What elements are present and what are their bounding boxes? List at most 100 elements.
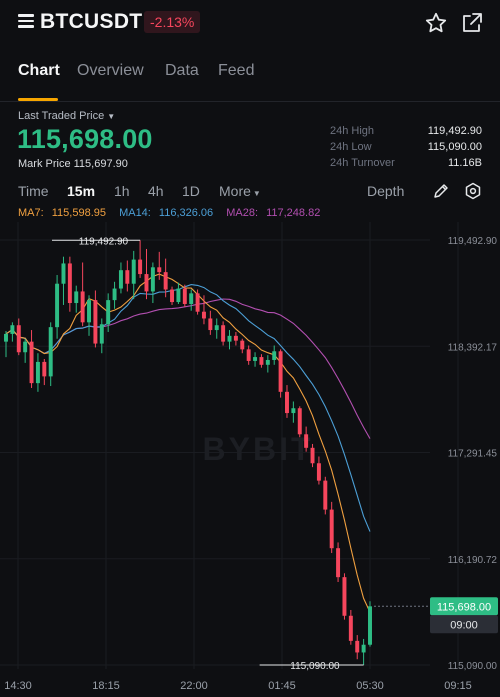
candle <box>131 250 136 300</box>
24h-stats: 24h High 119,492.90 24h Low 115,090.00 2… <box>330 125 482 173</box>
countdown-tag-label: 09:00 <box>450 619 478 631</box>
candle-body <box>208 318 213 331</box>
timeframe-bar: Time 15m 1h 4h 1D More ▼ Depth <box>0 180 500 204</box>
candle <box>87 295 91 336</box>
candle <box>323 476 328 515</box>
last-traded-price-selector[interactable]: Last Traded Price ▼ <box>18 110 115 122</box>
candle-body <box>48 327 53 377</box>
candle-body <box>106 300 111 325</box>
mark-price-label: Mark Price <box>18 158 71 170</box>
caret-down-icon: ▼ <box>252 189 261 198</box>
settings-icon[interactable] <box>464 182 482 200</box>
candle <box>67 256 72 312</box>
candle <box>61 256 66 305</box>
ma28-label: MA28: <box>226 207 259 219</box>
candle-body <box>10 325 15 334</box>
candle-body <box>368 606 372 645</box>
timeframe-4h[interactable]: 4h <box>148 183 164 199</box>
candle-body <box>182 288 187 304</box>
candle-body <box>16 325 21 353</box>
candle-body <box>99 324 104 344</box>
candle-body <box>265 359 270 365</box>
candle-body <box>35 361 40 384</box>
candle <box>265 355 270 373</box>
ma7-label: MA7: <box>18 207 44 219</box>
candle-body <box>118 270 123 289</box>
candle <box>55 275 60 339</box>
candle-body <box>304 434 309 448</box>
tab-overview[interactable]: Overview <box>77 62 144 79</box>
candle-body <box>112 288 117 301</box>
symbol-title[interactable]: BTCUSDT <box>40 10 143 33</box>
active-tab-indicator <box>18 98 58 101</box>
chart-annotations: 119,492.90 115,090.00 115,698.00 09:00 <box>52 236 498 672</box>
tab-chart[interactable]: Chart <box>18 62 60 79</box>
stat-row-turnover: 24h Turnover 11.16B <box>330 157 482 173</box>
x-tick-label: 18:15 <box>92 680 120 692</box>
candle <box>176 282 181 304</box>
stat-row-low: 24h Low 115,090.00 <box>330 141 482 157</box>
countdown-tag <box>430 615 498 634</box>
timeframe-time[interactable]: Time <box>18 183 49 199</box>
y-tick-label: 117,291.45 <box>448 449 498 460</box>
candle-body <box>278 351 283 392</box>
candle-body <box>23 341 28 353</box>
candle-body <box>233 335 238 341</box>
chart-grid <box>0 222 459 669</box>
section-tabs: Chart Overview Data Feed <box>0 58 500 102</box>
ma-legend: MA7: 115,598.95 MA14: 116,326.06 MA28: 1… <box>18 207 330 219</box>
timeframe-1h[interactable]: 1h <box>114 183 130 199</box>
candle-body <box>259 357 264 365</box>
menu-icon[interactable] <box>18 14 34 28</box>
candle-body <box>93 300 98 344</box>
candle <box>106 293 111 332</box>
candle <box>278 349 283 398</box>
candle-body <box>348 615 353 641</box>
candle-body <box>125 270 130 284</box>
chart-watermark: BYBIT <box>203 431 314 467</box>
candle <box>35 353 40 392</box>
candle-body <box>310 447 315 464</box>
candle <box>368 601 372 647</box>
candle-body <box>163 272 168 290</box>
star-icon[interactable] <box>424 11 448 35</box>
pencil-icon[interactable] <box>432 182 450 200</box>
candlestick-chart[interactable]: BYBIT 119,492.90 118,392.17 117,291.45 116,… <box>0 222 500 697</box>
candle <box>355 635 360 660</box>
candle <box>48 322 53 387</box>
candle-body <box>61 263 66 284</box>
candle-body <box>214 325 219 331</box>
mark-price: Mark Price 115,697.90 <box>18 158 128 170</box>
candle <box>29 330 34 388</box>
tab-data[interactable]: Data <box>165 62 199 79</box>
x-tick-label: 01:45 <box>268 680 296 692</box>
candle-body <box>227 335 232 342</box>
candle-body <box>80 291 85 323</box>
candle-body <box>323 480 328 510</box>
stat-label: 24h Low <box>330 141 372 153</box>
ma28-line <box>5 298 371 439</box>
timeframe-1d[interactable]: 1D <box>182 183 200 199</box>
candle <box>118 262 123 294</box>
candle-body <box>157 267 162 273</box>
stat-value: 115,090.00 <box>427 141 482 153</box>
depth-button[interactable]: Depth <box>367 183 405 199</box>
timeframe-more[interactable]: More ▼ <box>219 183 261 199</box>
candle <box>233 331 238 346</box>
share-icon[interactable] <box>460 11 484 35</box>
last-traded-price-label: Last Traded Price <box>18 110 105 122</box>
timeframe-15m[interactable]: 15m <box>67 183 96 199</box>
candle-body <box>42 361 47 377</box>
candle <box>214 318 219 339</box>
candle <box>259 354 264 368</box>
candle <box>246 345 251 365</box>
candle-body <box>195 293 200 312</box>
candle-body <box>246 349 251 361</box>
candle <box>208 310 213 335</box>
ma7-value: 115,598.95 <box>51 207 106 219</box>
candle <box>189 289 194 311</box>
tab-feed[interactable]: Feed <box>218 62 255 79</box>
candle <box>342 573 347 620</box>
candle <box>240 338 245 354</box>
candle <box>74 285 79 313</box>
